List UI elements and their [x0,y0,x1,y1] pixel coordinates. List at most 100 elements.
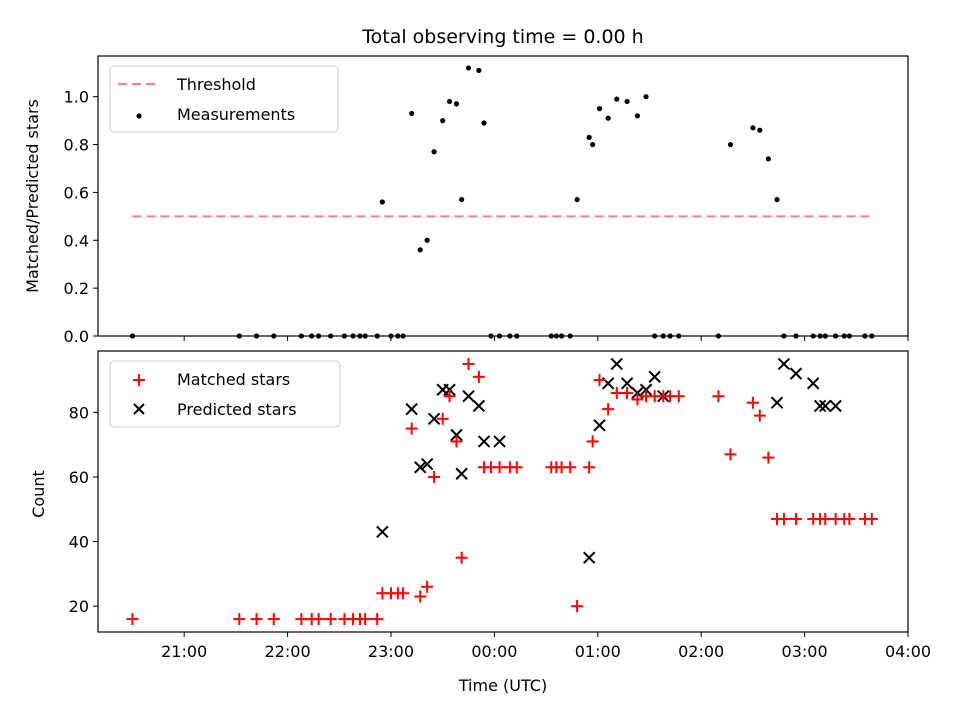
measurement-point [567,333,573,339]
measurement-point [553,333,560,339]
measurement-point [395,333,401,339]
matched-star-marker [428,470,441,483]
matched-star-marker [455,551,468,564]
predicted-star-marker [807,377,820,390]
predicted-star-marker [405,402,418,416]
measurement-point [374,333,380,339]
matched-star-marker [371,613,384,626]
matched-star-marker [250,613,263,626]
measurement-point [328,333,334,339]
measurement-point [253,333,260,339]
measurement-point [833,333,839,339]
top-y-tick-label: 0.4 [64,231,89,250]
predicted-star-marker [493,435,506,448]
measurement-point [476,67,482,73]
measurement-point [236,333,242,339]
measurement-point [596,106,603,112]
predicted-star-markers [376,357,842,564]
matched-star-marker [602,403,615,416]
measurement-point [774,196,780,203]
measurement-point [496,333,503,339]
x-tick-label: 04:00 [885,642,931,661]
top-y-tick-label: 1.0 [64,88,89,107]
predicted-star-marker [777,357,791,371]
measurement-point [459,196,465,203]
x-tick-label: 00:00 [471,642,517,661]
matched-star-marker [462,357,475,370]
matched-star-marker [762,451,775,464]
predicted-star-marker [414,461,427,474]
bottom-legend: Matched stars Predicted stars [109,360,341,428]
x-tick-label: 23:00 [368,642,414,661]
measurement-point [715,333,722,339]
matched-star-marker [564,461,577,474]
bottom-y-tick-label: 60 [69,468,89,487]
measurement-point [379,199,385,205]
measurement-point [357,333,363,339]
bottom-y-tick-label: 80 [69,403,89,422]
bottom-y-tick-label: 20 [69,597,89,616]
measurement-point [652,333,658,339]
predicted-star-marker [582,551,596,564]
measurement-point [869,333,875,339]
matched-star-markers [126,357,878,626]
matched-star-marker [724,448,737,461]
measurement-point [431,149,437,155]
legend-measurements-swatch [136,113,142,119]
predicted-star-marker [477,435,491,448]
predicted-star-marker [648,370,661,384]
measurement-point [440,118,446,124]
measurement-point [453,101,460,107]
matched-star-marker [586,435,599,448]
x-axis-label: Time (UTC) [458,676,547,695]
predicted-star-marker [639,383,653,396]
matched-star-marker [583,461,596,474]
top-x-ticks [183,336,909,341]
matched-star-marker [672,390,685,403]
bottom-legend-box [109,360,341,428]
predicted-star-marker [829,399,842,413]
top-panel: Total observing time = 0.00 h 0.00.20.40… [23,26,909,346]
measurement-point [315,333,322,339]
measurement-point [298,333,304,339]
bottom-x-ticks: 21:00 22:00 23:00 00:00 01:00 02:00 03:00 04:00 [161,632,931,661]
predicted-star-marker [450,428,463,442]
measurement-point [341,333,348,339]
matched-star-marker [359,613,372,626]
measurement-point [676,333,682,339]
predicted-star-marker [593,419,606,432]
bottom-y-tick-label: 40 [69,533,89,552]
measurement-point [424,237,430,243]
predicted-star-marker [443,383,456,396]
measurement-point [400,333,406,339]
measurement-point [586,134,592,140]
measurement-point [507,333,513,339]
measurement-point [810,333,816,339]
x-tick-label: 02:00 [678,642,724,661]
predicted-star-marker [472,399,486,413]
matched-star-marker [397,587,410,600]
matched-star-marker [865,512,878,525]
measurement-point [574,196,580,203]
predicted-star-marker [620,377,634,390]
measurement-point [558,333,565,339]
matched-star-marker [843,512,856,525]
measurement-point [309,333,315,339]
measurement-point [465,65,472,71]
measurement-point [757,127,763,133]
matched-star-marker [472,370,485,383]
top-y-ticks: 0.0 0.2 0.4 0.6 0.8 1.0 [64,88,98,346]
matched-star-marker [450,435,463,448]
matched-star-marker [312,613,325,626]
x-tick-label: 22:00 [265,642,311,661]
predicted-star-marker [427,412,441,426]
matched-star-marker [819,512,832,525]
measurement-point [614,96,620,102]
matched-star-marker [267,613,280,626]
measurement-point [660,333,666,339]
matched-star-marker [510,461,523,474]
measurement-point [271,333,277,339]
matched-star-marker [233,613,246,626]
legend-matched-label: Matched stars [177,370,290,389]
